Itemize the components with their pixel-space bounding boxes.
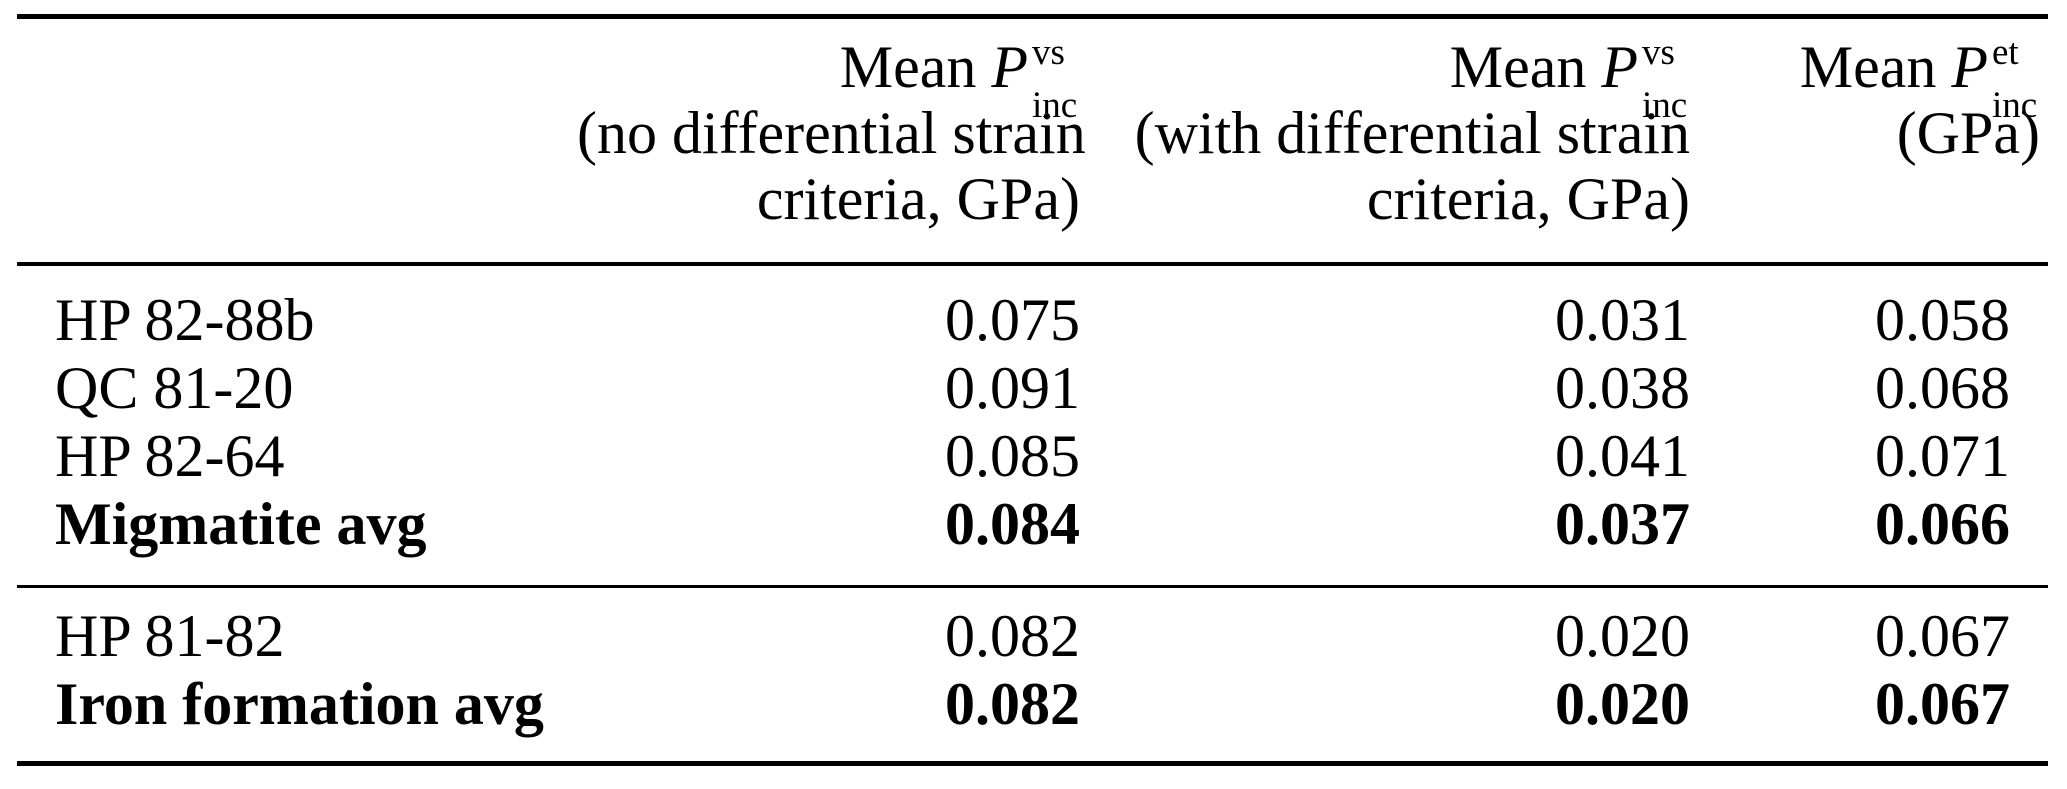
cell-value: 0.058 [1875, 287, 2010, 353]
cell-value: 0.068 [1875, 355, 2010, 421]
header-line-3: criteria, GPa) [1366, 166, 1690, 232]
header-line-3: criteria, GPa) [756, 166, 1080, 232]
table-section-migmatite: HP 82-88b 0.075 0.031 0.058 QC 81-20 0.0… [17, 266, 2048, 585]
table-rule-top [17, 14, 2048, 19]
table-rule-section-divider [17, 585, 2048, 588]
table-row: QC 81-20 0.091 0.038 0.068 [17, 354, 2048, 422]
cell-value: 0.075 [945, 287, 1080, 353]
table-row: HP 82-64 0.085 0.041 0.071 [17, 422, 2048, 490]
table-row-average: Migmatite avg 0.084 0.037 0.066 [17, 490, 2048, 558]
row-label: Migmatite avg [55, 491, 427, 557]
row-label: QC 81-20 [55, 355, 294, 421]
row-label: Iron formation avg [55, 671, 544, 737]
table-section-iron-formation: HP 81-82 0.082 0.020 0.067 Iron formatio… [17, 588, 2048, 761]
cell-value: 0.085 [945, 423, 1080, 489]
header-empty [17, 34, 577, 232]
cell-value: 0.091 [945, 355, 1080, 421]
cell-value: 0.082 [945, 671, 1080, 737]
cell-value: 0.084 [945, 491, 1080, 557]
header-line-2: (with differential strain [1134, 100, 1690, 166]
table-row: HP 81-82 0.082 0.020 0.067 [17, 602, 2048, 670]
row-label: HP 82-88b [55, 287, 315, 353]
table-row-average: Iron formation avg 0.082 0.020 0.067 [17, 670, 2048, 738]
table-row: HP 82-88b 0.075 0.031 0.058 [17, 286, 2048, 354]
table-rule-below-header [17, 262, 2048, 266]
cell-value: 0.020 [1555, 671, 1690, 737]
symbol-scripts: et inc [1990, 34, 2040, 124]
symbol-scripts: vs inc [1640, 34, 1690, 124]
header-line-2: (GPa) [1896, 100, 2040, 166]
row-label: HP 81-82 [55, 603, 285, 669]
row-label: HP 82-64 [55, 423, 285, 489]
header-line-2: (no differential strain [577, 100, 1086, 166]
symbol-superscript: vs [1032, 32, 1065, 73]
cell-value: 0.067 [1875, 603, 2010, 669]
table-rule-bottom [17, 761, 2048, 766]
symbol-subscript: inc [1992, 85, 2038, 126]
pressure-symbol: P [1601, 34, 1638, 100]
cell-value: 0.067 [1875, 671, 2010, 737]
symbol-subscript: inc [1642, 85, 1688, 126]
cell-value: 0.041 [1555, 423, 1690, 489]
cell-value: 0.038 [1555, 355, 1690, 421]
cell-value: 0.037 [1555, 491, 1690, 557]
cell-value: 0.020 [1555, 603, 1690, 669]
pressure-symbol: P [991, 34, 1028, 100]
pressure-symbol: P [1951, 34, 1988, 100]
symbol-subscript: inc [1032, 85, 1078, 126]
cell-value: 0.031 [1555, 287, 1690, 353]
cell-value: 0.071 [1875, 423, 2010, 489]
symbol-superscript: et [1992, 32, 2019, 73]
symbol-superscript: vs [1642, 32, 1675, 73]
cell-value: 0.066 [1875, 491, 2010, 557]
cell-value: 0.082 [945, 603, 1080, 669]
symbol-scripts: vs inc [1030, 34, 1080, 124]
